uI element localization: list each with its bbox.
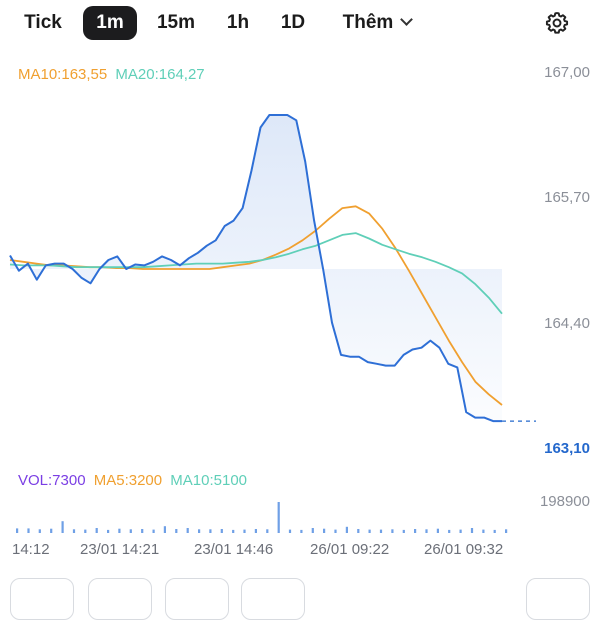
volume-bar (61, 521, 64, 533)
volume-bar (505, 529, 508, 533)
volume-bar (84, 529, 87, 533)
time-axis-label: 23/01 14:21 (80, 541, 160, 558)
volume-bar (118, 528, 121, 533)
time-axis-label: 14:12 (12, 541, 50, 558)
volume-bar (209, 529, 212, 533)
tab-15m[interactable]: 15m (156, 12, 196, 33)
volume-bar (288, 529, 292, 533)
volume-bar (198, 529, 201, 533)
volume-bar (493, 529, 496, 533)
volume-bar (379, 529, 383, 533)
price-axis-label: 164,40 (544, 315, 590, 332)
fullscreen-button[interactable] (526, 578, 590, 620)
volume-bar (300, 529, 303, 533)
volume-bar (16, 528, 19, 533)
volume-bar (186, 528, 189, 533)
volume-bar (72, 529, 76, 533)
volume-bar (402, 529, 405, 533)
volume-bar (334, 529, 337, 533)
timeframe-tabs: Tick 1m 15m 1h 1D Thêm (0, 0, 600, 46)
tab-1d[interactable]: 1D (280, 12, 306, 33)
vol-ma5-legend: MA5:3200 (93, 472, 163, 489)
volume-bar (482, 529, 485, 533)
volume-bar (391, 529, 394, 533)
volume-bar (277, 502, 280, 533)
volume-axis-label: 198900 (539, 493, 590, 510)
volume-bar (163, 526, 166, 533)
vol-legend: VOL:7300 (18, 472, 86, 489)
price-axis-label: 165,70 (544, 189, 590, 206)
volume-bar (357, 529, 360, 533)
ma20-line (9, 232, 503, 315)
time-axis-label: 23/01 14:46 (194, 541, 274, 558)
volume-bar (470, 528, 474, 533)
volume-bar (141, 529, 144, 533)
volume-bar (436, 528, 439, 533)
price-line (9, 114, 502, 423)
price-axis-label: 167,00 (544, 64, 590, 81)
ma10-legend: MA10:163,55 (18, 66, 108, 83)
volume-bar (414, 529, 417, 533)
volume-bar (220, 529, 223, 533)
time-axis-label: 26/01 09:32 (424, 541, 504, 558)
volume-bar (311, 528, 314, 533)
ma20-legend: MA20:164,27 (115, 66, 205, 83)
bottom-tool-button[interactable] (241, 578, 305, 620)
gear-icon[interactable] (544, 10, 570, 36)
volume-bar (27, 528, 30, 533)
volume-bar (425, 529, 428, 533)
tab-1m[interactable]: 1m (83, 6, 137, 40)
volume-bar (175, 529, 178, 533)
volume-bar (323, 528, 326, 533)
volume-bar (38, 529, 41, 533)
volume-bar (266, 529, 269, 533)
bottom-tool-button[interactable] (10, 578, 74, 620)
volume-legend: VOL:7300 MA5:3200 MA10:5100 (18, 472, 247, 489)
volume-bar (95, 528, 98, 533)
volume-bar (107, 529, 110, 533)
volume-bar (448, 529, 451, 533)
volume-bar (152, 529, 155, 533)
volume-bar (368, 529, 371, 533)
tab-tick[interactable]: Tick (24, 12, 62, 33)
volume-bar (459, 529, 462, 533)
price-area-fill (10, 115, 502, 422)
tab-more-dropdown[interactable]: Thêm (332, 6, 422, 40)
ma-legend: MA10:163,55 MA20:164,27 (18, 66, 205, 83)
time-axis-label: 26/01 09:22 (310, 541, 390, 558)
vol-ma10-legend: MA10:5100 (170, 472, 248, 489)
volume-bar (345, 526, 348, 533)
bottom-tool-button[interactable] (165, 578, 229, 620)
volume-bar (243, 529, 246, 533)
volume-bar (254, 529, 257, 533)
price-chart[interactable] (0, 0, 600, 600)
volume-bar (232, 529, 235, 533)
tab-more-label: Thêm (342, 12, 394, 33)
volume-bar (129, 529, 132, 533)
tab-1h[interactable]: 1h (226, 12, 250, 33)
bottom-tool-button[interactable] (88, 578, 152, 620)
volume-bar (50, 528, 53, 533)
current-price-label: 163,10 (544, 440, 590, 457)
